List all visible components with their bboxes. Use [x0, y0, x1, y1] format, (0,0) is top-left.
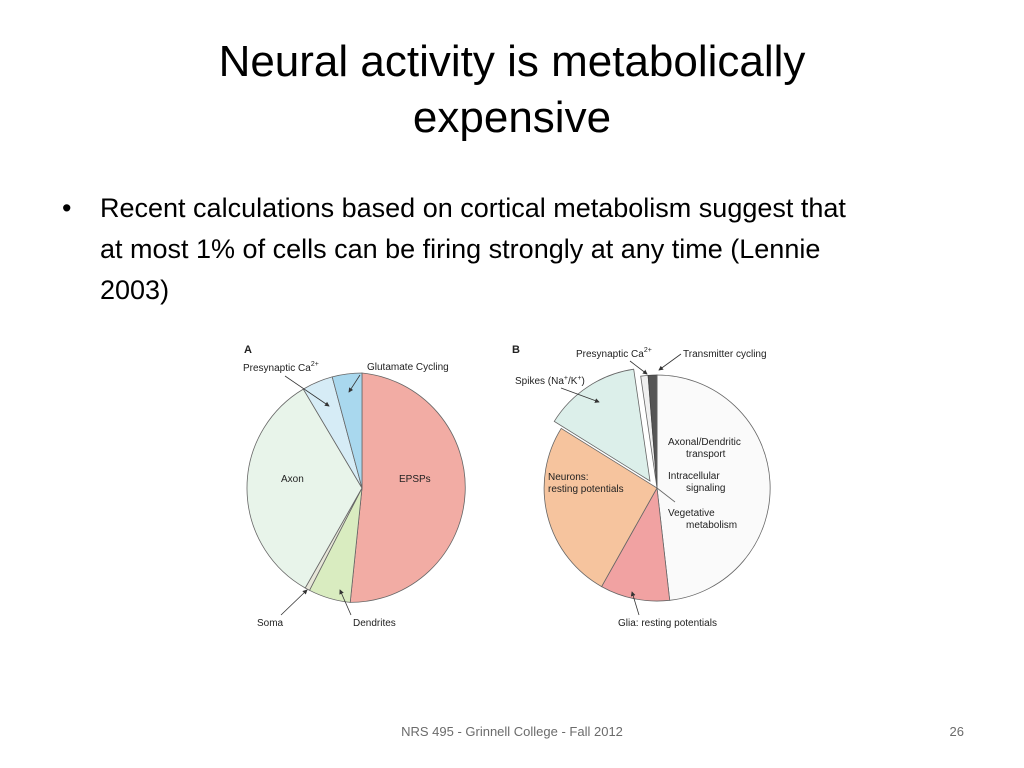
label-axonal-2: transport: [686, 449, 726, 460]
panel-a: A Presynaptic Ca2+ Glutamate Cycling Axo…: [243, 344, 466, 629]
slide-title: Neural activity is metabolically expensi…: [60, 34, 964, 146]
arrow-spikes: [560, 387, 600, 403]
bullet-icon: •: [62, 193, 72, 223]
arrow-dendrites: [339, 589, 352, 616]
label-vegetative-1: Vegetative: [668, 508, 715, 519]
bullet-line-3: 2003): [100, 275, 170, 305]
page-number: 26: [949, 724, 964, 739]
title-line-2: expensive: [412, 93, 612, 142]
panel-a-letter: A: [244, 344, 252, 356]
label-intracellular-1: Intracellular: [668, 471, 720, 482]
slice-neurons: [543, 427, 658, 588]
figure-svg: A Presynaptic Ca2+ Glutamate Cycling Axo…: [243, 344, 771, 629]
panel-b: B Presynaptic Ca2+ Transmitter cycling S…: [512, 344, 771, 629]
label-neurons-1: Neurons:: [548, 472, 589, 483]
label-glia: Glia: resting potentials: [618, 618, 717, 629]
panel-b-letter: B: [512, 344, 520, 356]
slice-axon: [246, 388, 363, 589]
arrow-glia: [630, 591, 640, 616]
label-epsps: EPSPs: [399, 474, 431, 485]
arrow-presynaptic-a: [284, 375, 330, 407]
slice-vegetative: [656, 374, 771, 601]
label-vegetative-2: metabolism: [686, 520, 737, 531]
bullet-line-2: at most 1% of cells can be firing strong…: [100, 234, 821, 264]
slice-spikes: [553, 368, 651, 482]
label-intracellular-2: signaling: [686, 483, 725, 494]
slice-epsps: [349, 372, 466, 603]
label-soma: Soma: [257, 618, 284, 629]
label-presynaptic-a: Presynaptic Ca2+: [243, 361, 319, 374]
label-presynaptic-b: Presynaptic Ca2+: [576, 347, 652, 360]
label-axonal-1: Axonal/Dendritic: [668, 437, 741, 448]
arrow-glutamate: [348, 374, 361, 393]
energy-budget-figure: A Presynaptic Ca2+ Glutamate Cycling Axo…: [235, 336, 795, 636]
label-spikes: Spikes (Na+/K+): [515, 375, 585, 387]
label-transmitter: Transmitter cycling: [683, 349, 767, 360]
label-axon: Axon: [281, 474, 304, 485]
label-glutamate: Glutamate Cycling: [367, 362, 449, 373]
title-line-1: Neural activity is metabolically: [218, 37, 806, 86]
divider-b-2: [656, 487, 676, 503]
label-neurons-2: resting potentials: [548, 484, 624, 495]
bullet-line-1: Recent calculations based on cortical me…: [100, 193, 846, 223]
bullet-list: • Recent calculations based on cortical …: [62, 188, 972, 311]
slide-footer: NRS 495 - Grinnell College - Fall 2012: [401, 724, 623, 739]
label-dendrites: Dendrites: [353, 618, 396, 629]
arrow-presynaptic-b: [629, 360, 648, 375]
bullet-item: • Recent calculations based on cortical …: [62, 188, 972, 311]
slice-glutamate: [331, 372, 363, 489]
arrow-transmitter: [658, 353, 682, 371]
arrow-soma: [280, 589, 308, 616]
